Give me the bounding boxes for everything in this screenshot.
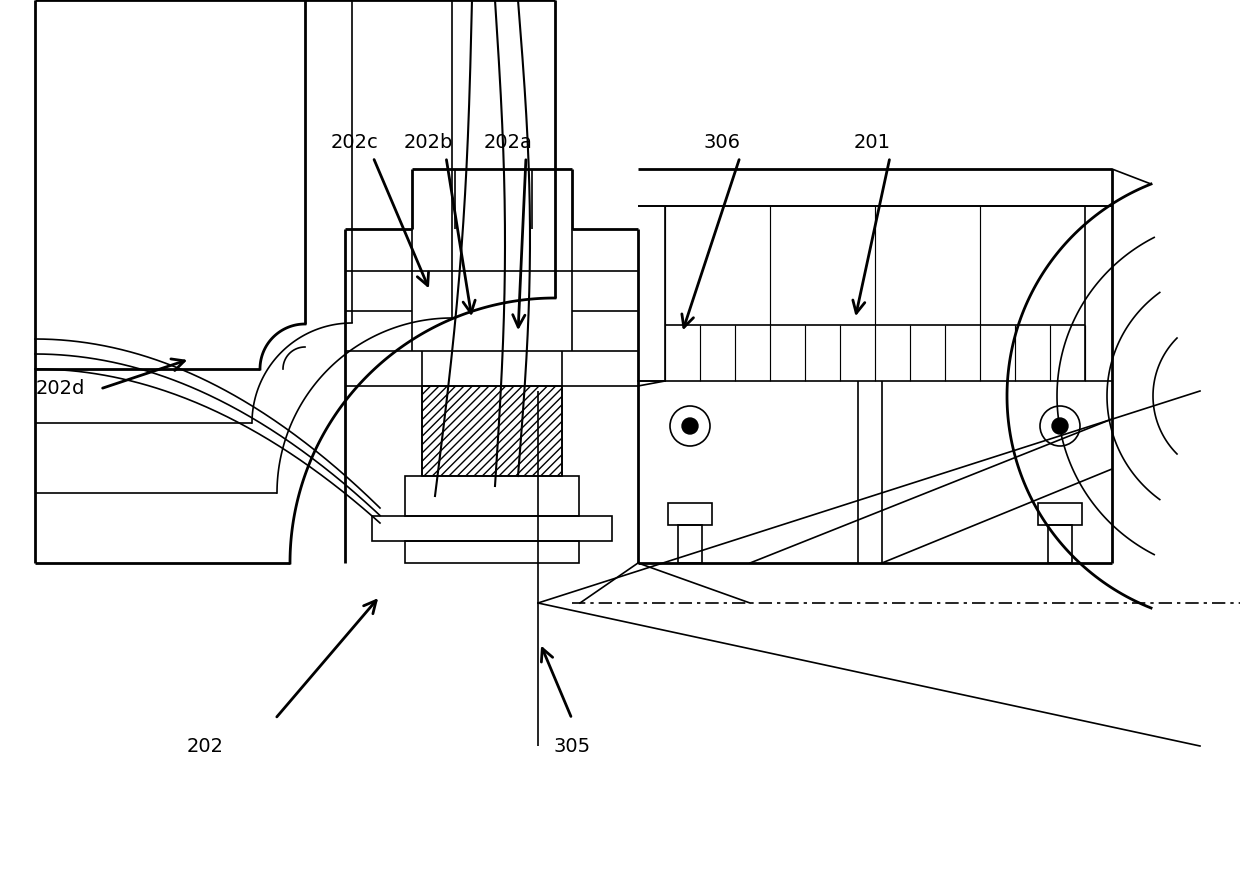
Bar xyxy=(668,503,712,525)
Bar xyxy=(1048,525,1073,563)
Text: 305: 305 xyxy=(553,737,590,756)
Bar xyxy=(405,476,579,516)
Circle shape xyxy=(1052,418,1068,434)
Circle shape xyxy=(682,418,698,434)
Bar xyxy=(1038,503,1083,525)
Text: 202c: 202c xyxy=(331,134,379,152)
Text: 202b: 202b xyxy=(403,134,453,152)
Bar xyxy=(405,541,579,563)
Bar xyxy=(372,516,613,541)
Bar xyxy=(678,525,702,563)
Text: 306: 306 xyxy=(703,134,740,152)
Text: 201: 201 xyxy=(853,134,890,152)
Text: 202: 202 xyxy=(186,737,223,756)
Text: 202d: 202d xyxy=(35,380,84,398)
Bar xyxy=(422,386,562,476)
Text: 202a: 202a xyxy=(484,134,532,152)
